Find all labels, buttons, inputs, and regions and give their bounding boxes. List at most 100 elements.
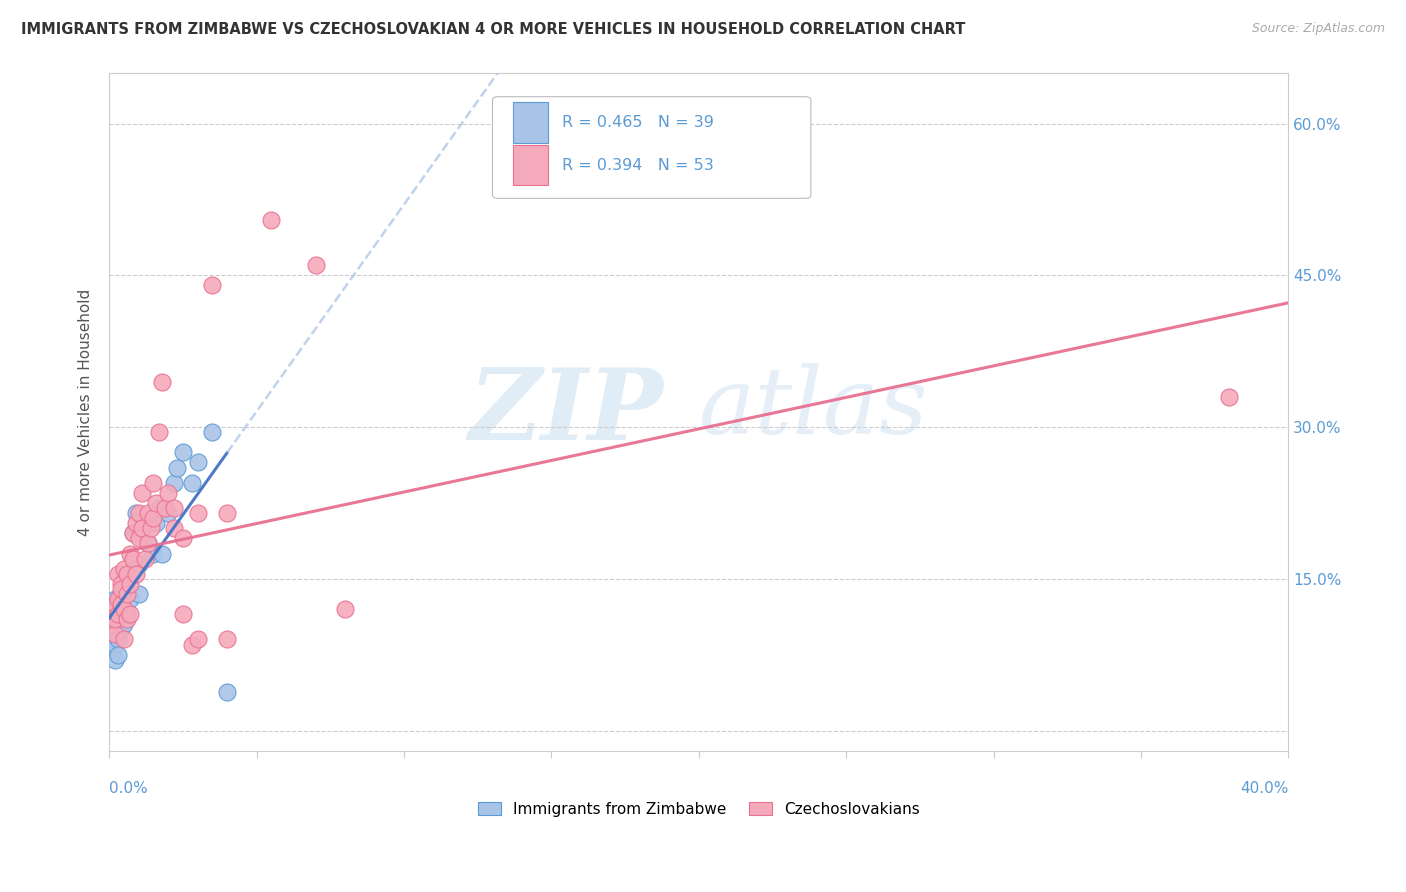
Point	[180, 638, 202, 652]
Point	[157, 506, 180, 520]
Text: ZIP: ZIP	[468, 364, 664, 460]
Point	[333, 602, 356, 616]
Point	[131, 485, 153, 500]
Point	[104, 623, 127, 637]
Point	[157, 485, 180, 500]
Point	[118, 592, 141, 607]
Point	[163, 521, 186, 535]
Point	[128, 532, 150, 546]
Point	[101, 607, 124, 622]
Point	[172, 532, 194, 546]
Point	[107, 612, 129, 626]
Point	[107, 566, 129, 581]
Point	[187, 455, 209, 469]
Point	[115, 612, 138, 626]
Point	[125, 506, 148, 520]
Point	[104, 597, 127, 611]
Point	[1218, 390, 1240, 404]
Point	[134, 551, 156, 566]
FancyBboxPatch shape	[492, 96, 811, 198]
Point	[107, 632, 129, 647]
Point	[104, 612, 127, 626]
Point	[148, 425, 170, 439]
Point	[110, 602, 132, 616]
Y-axis label: 4 or more Vehicles in Household: 4 or more Vehicles in Household	[79, 288, 93, 535]
Point	[101, 617, 124, 632]
Point	[136, 506, 159, 520]
FancyBboxPatch shape	[513, 145, 548, 186]
Point	[187, 506, 209, 520]
Point	[107, 592, 129, 607]
Point	[104, 638, 127, 652]
Point	[155, 500, 177, 515]
Point	[104, 592, 127, 607]
Point	[118, 577, 141, 591]
Point	[142, 475, 165, 490]
Point	[217, 632, 239, 647]
Point	[304, 258, 326, 272]
Point	[115, 607, 138, 622]
Point	[163, 500, 186, 515]
Point	[134, 516, 156, 530]
Point	[107, 648, 129, 662]
Point	[128, 506, 150, 520]
Text: atlas: atlas	[699, 363, 928, 453]
Point	[125, 566, 148, 581]
Point	[128, 587, 150, 601]
Point	[107, 607, 129, 622]
Point	[150, 547, 173, 561]
Point	[112, 602, 135, 616]
Point	[101, 627, 124, 641]
Point	[118, 607, 141, 622]
Point	[121, 526, 143, 541]
Point	[166, 460, 188, 475]
Point	[101, 602, 124, 616]
Point	[118, 547, 141, 561]
Point	[180, 475, 202, 490]
Point	[107, 597, 129, 611]
Point	[201, 278, 224, 293]
Point	[115, 566, 138, 581]
Point	[172, 445, 194, 459]
Point	[125, 516, 148, 530]
Text: Source: ZipAtlas.com: Source: ZipAtlas.com	[1251, 22, 1385, 36]
Point	[260, 212, 283, 227]
Point	[110, 597, 132, 611]
Point	[121, 551, 143, 566]
Point	[150, 375, 173, 389]
Point	[104, 627, 127, 641]
Legend: Immigrants from Zimbabwe, Czechoslovakians: Immigrants from Zimbabwe, Czechoslovakia…	[471, 796, 927, 823]
Point	[139, 521, 162, 535]
Point	[163, 475, 186, 490]
Text: R = 0.465   N = 39: R = 0.465 N = 39	[562, 115, 714, 130]
Point	[101, 642, 124, 657]
Point	[131, 521, 153, 535]
Point	[172, 607, 194, 622]
Point	[201, 425, 224, 439]
Point	[121, 526, 143, 541]
FancyBboxPatch shape	[513, 102, 548, 143]
Point	[187, 632, 209, 647]
Point	[136, 536, 159, 550]
Point	[110, 623, 132, 637]
Point	[142, 511, 165, 525]
Point	[115, 587, 138, 601]
Point	[112, 562, 135, 576]
Point	[145, 516, 167, 530]
Point	[145, 496, 167, 510]
Point	[104, 653, 127, 667]
Point	[128, 557, 150, 571]
Point	[112, 617, 135, 632]
Point	[101, 617, 124, 632]
Point	[148, 500, 170, 515]
Point	[110, 582, 132, 596]
Point	[104, 607, 127, 622]
Point	[217, 685, 239, 699]
Point	[110, 577, 132, 591]
Point	[131, 521, 153, 535]
Point	[142, 547, 165, 561]
Point	[136, 536, 159, 550]
Text: 0.0%: 0.0%	[110, 781, 148, 797]
Point	[112, 632, 135, 647]
Point	[110, 587, 132, 601]
